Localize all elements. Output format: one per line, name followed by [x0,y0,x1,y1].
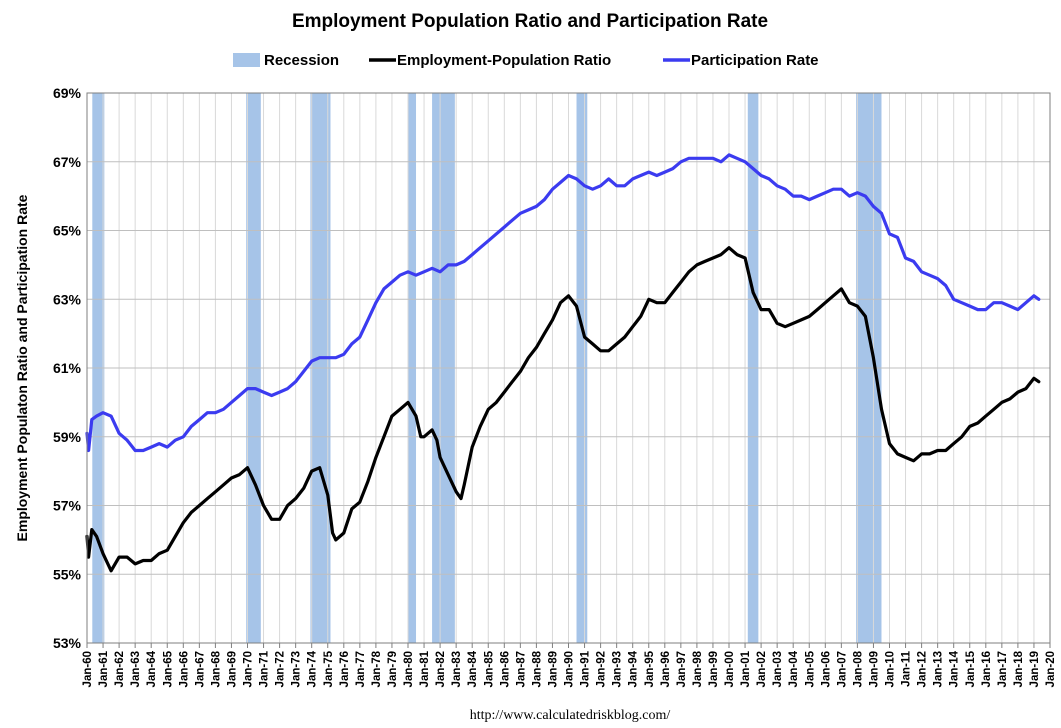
x-tick-label: Jan-73 [291,651,303,687]
x-tick-label: Jan-64 [146,650,158,687]
x-tick-label: Jan-90 [564,651,576,687]
x-tick-label: Jan-67 [194,651,206,687]
x-tick-label: Jan-09 [868,651,880,687]
x-tick-label: Jan-95 [644,650,656,687]
x-tick-label: Jan-61 [98,650,110,687]
y-tick-label: 61% [53,360,82,376]
x-tick-label: Jan-86 [499,651,511,687]
x-tick-label: Jan-17 [997,651,1009,687]
y-tick-label: 69% [53,85,82,101]
x-tick-label: Jan-00 [724,651,736,687]
x-tick-label: Jan-99 [708,651,720,687]
y-tick-label: 53% [53,635,82,651]
y-axis-ticks: 53% 55% 57% 59% 61% 63% 65% 67% 69% [53,85,82,651]
x-tick-label: Jan-94 [628,650,640,687]
x-tick-label: Jan-16 [981,651,993,687]
series-line-0 [85,153,1041,453]
x-tick-label: Jan-01 [740,650,752,687]
x-tick-label: Jan-08 [852,650,864,687]
x-tick-label: Jan-06 [820,651,832,687]
y-tick-label: 63% [53,291,82,307]
gridlines [87,92,1050,644]
legend: Recession Employment-Population Ratio Part… [233,52,819,69]
x-tick-label: Jan-81 [419,650,431,687]
legend-label: Recession [264,52,339,69]
x-tick-label: Jan-18 [1013,650,1025,687]
x-tick-label: Jan-83 [451,651,463,687]
x-tick-label: Jan-03 [772,651,784,687]
legend-label: Employment-Population Ratio [397,52,611,69]
x-tick-label: Jan-79 [387,651,399,687]
x-tick-label: Jan-04 [788,650,800,687]
x-tick-label: Jan-11 [901,650,913,686]
y-tick-label: 57% [53,498,82,514]
y-tick-label: 55% [53,566,82,582]
y-tick-label: 59% [53,429,82,445]
x-tick-label: Jan-70 [243,651,255,687]
x-tick-label: Jan-85 [483,650,495,687]
x-tick-label: Jan-74 [307,650,319,687]
x-tick-label: Jan-68 [210,650,222,687]
x-tick-label: Jan-63 [130,651,142,687]
x-tick-label: Jan-65 [162,650,174,687]
x-tick-label: Jan-10 [885,651,897,687]
x-tick-label: Jan-69 [226,651,238,687]
x-axis-ticks: Jan-60 Jan-61 Jan-62 Jan-63 Jan-64 Jan-65 Jan-… [82,643,1057,687]
x-tick-label: Jan-60 [82,651,94,687]
chart-title: Employment Population Ratio and Particip… [292,11,768,32]
x-tick-label: Jan-91 [580,650,592,687]
x-tick-label: Jan-05 [804,650,816,687]
legend-label: Participation Rate [691,52,819,69]
x-tick-label: Jan-12 [917,651,929,687]
x-tick-label: Jan-75 [323,650,335,687]
x-tick-label: Jan-07 [836,651,848,687]
x-tick-label: Jan-20 [1045,651,1057,687]
x-tick-label: Jan-66 [178,651,190,687]
x-tick-label: Jan-96 [660,651,672,687]
x-tick-label: Jan-84 [467,650,479,687]
x-tick-label: Jan-78 [371,650,383,687]
x-tick-label: Jan-82 [435,651,447,687]
x-tick-label: Jan-14 [949,650,961,687]
x-tick-label: Jan-13 [933,651,945,687]
x-tick-label: Jan-76 [339,651,351,687]
x-tick-label: Jan-87 [515,651,527,687]
x-tick-label: Jan-02 [756,651,768,687]
y-axis-label: Employment Populaton Ratio and Participa… [14,194,30,541]
x-tick-label: Jan-72 [275,651,287,687]
y-tick-label: 65% [53,223,82,239]
series-line-1 [85,246,1041,573]
legend-swatch-recession [233,53,260,67]
x-tick-label: Jan-98 [692,650,704,687]
x-tick-label: Jan-97 [676,651,688,687]
x-tick-label: Jan-77 [355,651,367,687]
x-tick-label: Jan-89 [547,651,559,687]
x-tick-label: Jan-88 [531,650,543,687]
x-tick-label: Jan-93 [612,651,624,687]
x-tick-label: Jan-71 [259,650,271,687]
x-tick-label: Jan-15 [965,650,977,687]
x-tick-label: Jan-92 [596,651,608,687]
x-tick-label: Jan-62 [114,651,126,687]
x-tick-label: Jan-80 [403,651,415,687]
y-tick-label: 67% [53,154,82,170]
source-url: http://www.calculatedriskblog.com/ [470,708,671,723]
series-lines [85,153,1041,573]
x-tick-label: Jan-19 [1029,651,1041,687]
